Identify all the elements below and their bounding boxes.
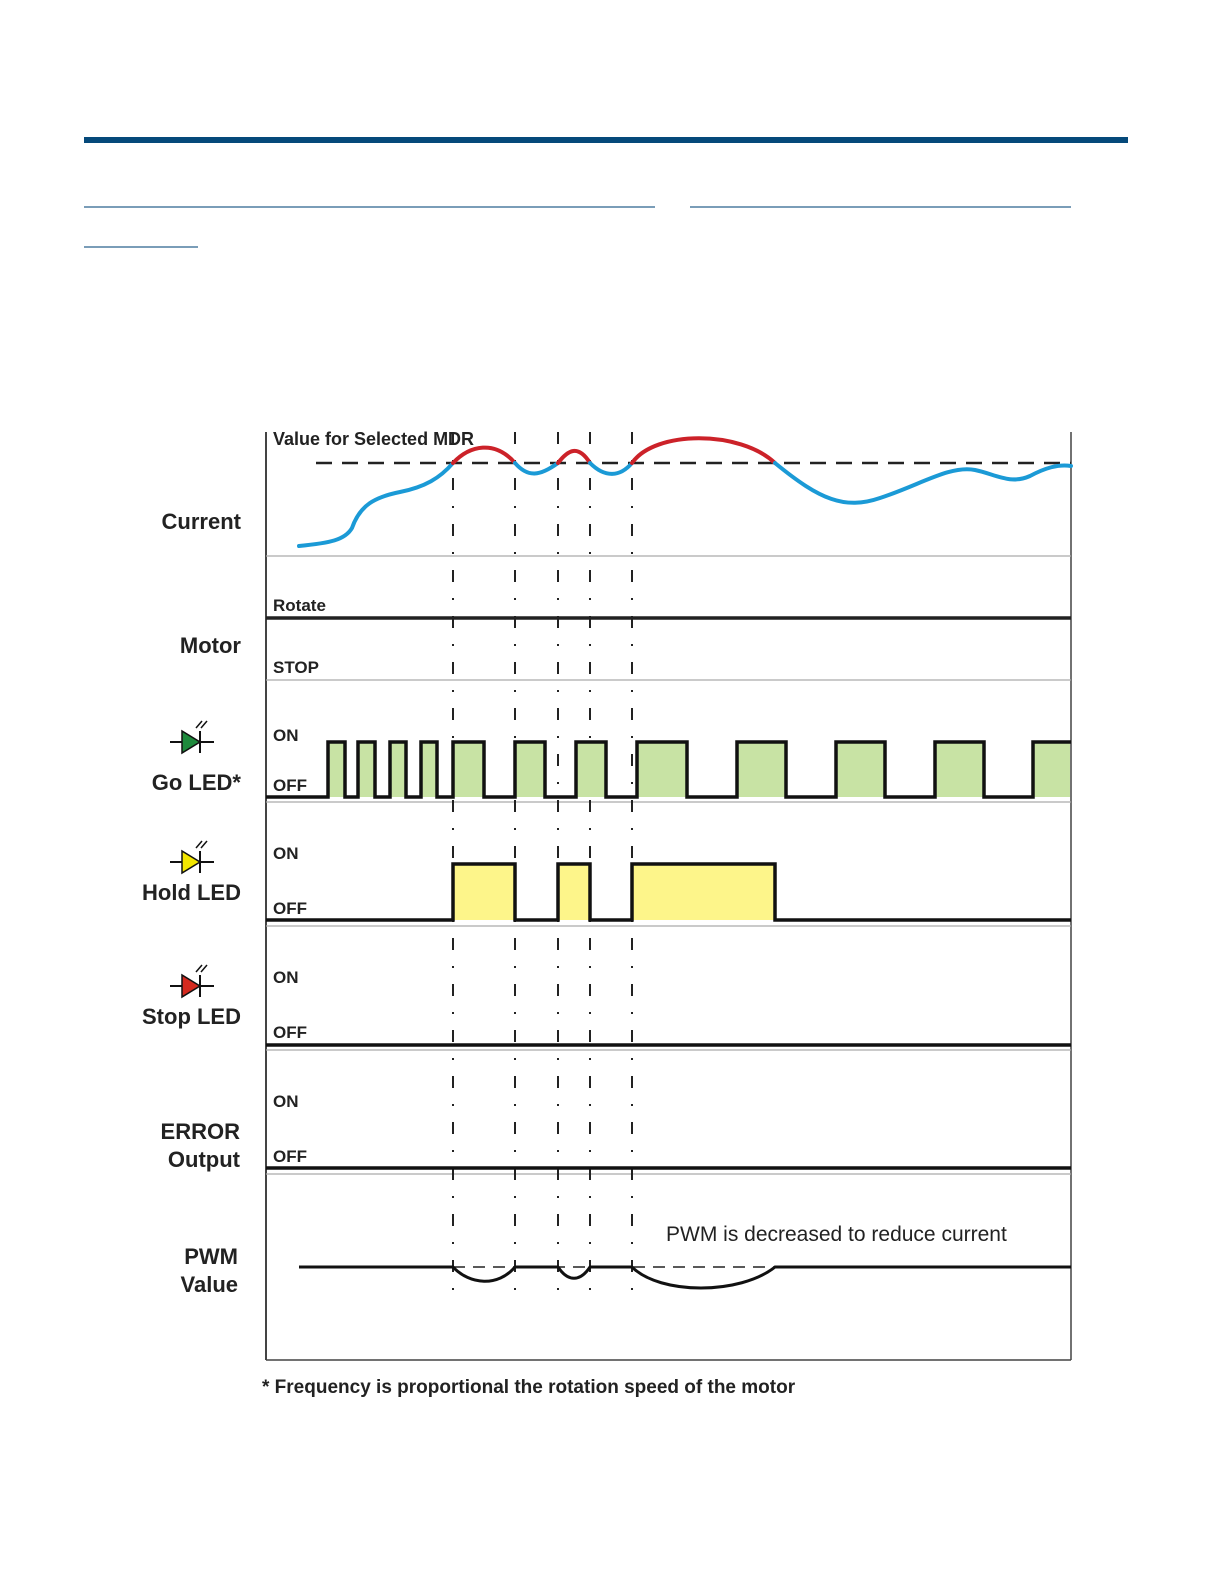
row-label-stop-led: Stop LED	[142, 1004, 241, 1029]
stop-off-label: OFF	[273, 1023, 307, 1042]
hold-led-signal	[266, 862, 1071, 922]
pwm-annotation: PWM is decreased to reduce current	[666, 1223, 1007, 1246]
error-on-label: ON	[273, 1092, 299, 1111]
row-label-current: Current	[162, 509, 242, 534]
row-label-error: ERROR	[161, 1119, 241, 1144]
threshold-label: Value for Selected MDR	[273, 429, 474, 449]
motor-high-label: Rotate	[273, 596, 326, 615]
hold-off-label: OFF	[273, 899, 307, 918]
row-label-hold-led: Hold LED	[142, 880, 241, 905]
error-off-label: OFF	[273, 1147, 307, 1166]
footnote: * Frequency is proportional the rotation…	[262, 1377, 796, 1398]
motor-low-label: STOP	[273, 658, 319, 677]
row-label-error-output: Output	[168, 1147, 241, 1172]
row-label-motor: Motor	[180, 633, 242, 658]
pwm-signal	[299, 1265, 1071, 1290]
stop-on-label: ON	[273, 968, 299, 987]
row-label-pwm-value: Value	[181, 1272, 238, 1297]
go-on-label: ON	[273, 726, 299, 745]
link-underline[interactable]	[690, 206, 1071, 208]
row-label-go-led: Go LED*	[152, 770, 242, 795]
red-led-icon	[170, 964, 214, 999]
go-led-signal	[266, 740, 1071, 799]
current-curve	[297, 436, 1073, 548]
hold-led-fill	[453, 864, 775, 920]
green-led-icon	[170, 720, 214, 755]
link-underline[interactable]	[84, 246, 198, 248]
timing-markers	[452, 432, 633, 1295]
go-led-fill	[328, 742, 1070, 797]
hold-on-label: ON	[273, 844, 299, 863]
row-label-pwm: PWM	[184, 1244, 238, 1269]
header-rule	[84, 137, 1128, 143]
link-underline[interactable]	[84, 206, 655, 208]
yellow-led-icon	[170, 840, 214, 875]
diagram-frame	[265, 432, 1072, 1361]
go-off-label: OFF	[273, 776, 307, 795]
